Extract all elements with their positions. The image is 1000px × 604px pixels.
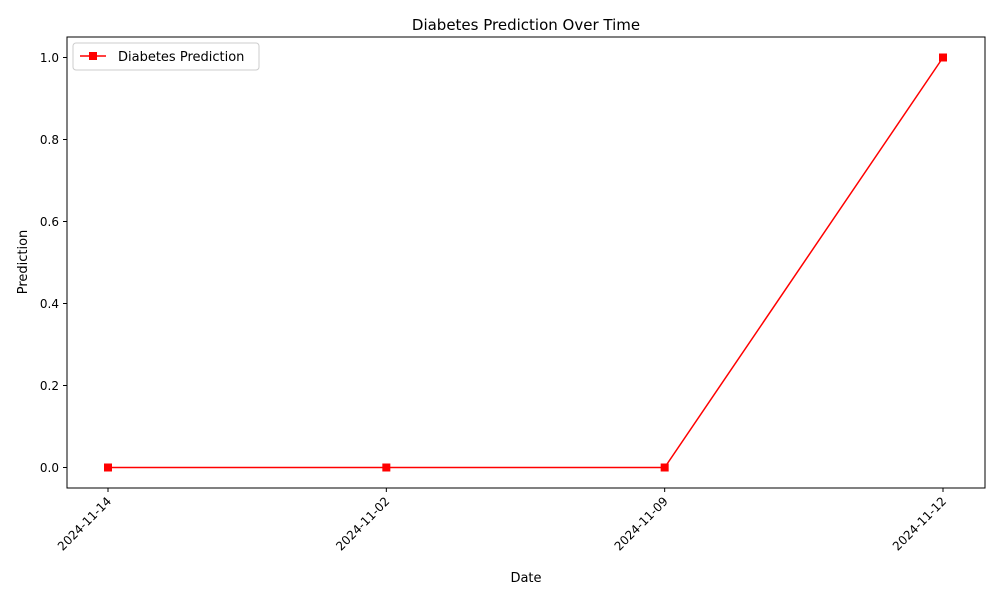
data-point-marker (939, 53, 947, 62)
legend-marker-sample (89, 52, 97, 60)
legend: Diabetes Prediction (72, 42, 260, 71)
y-tick-label: 0.0 (40, 461, 59, 475)
y-axis-label: Prediction (16, 230, 31, 295)
x-axis-label: Date (510, 571, 541, 586)
y-tick-label: 0.4 (40, 297, 59, 311)
data-point-marker (382, 463, 391, 472)
legend-entry-label: Diabetes Prediction (118, 50, 244, 65)
data-point-marker (104, 463, 112, 472)
plot-area (66, 36, 986, 489)
data-point-marker (660, 463, 669, 472)
y-tick-label: 0.8 (40, 133, 59, 147)
y-tick-label: 0.6 (40, 215, 59, 229)
series-layer (104, 53, 947, 472)
chart-title: Diabetes Prediction Over Time (412, 16, 640, 34)
y-tick-label: 0.2 (40, 379, 59, 393)
y-axis: 0.0 0.2 0.4 0.6 0.8 1.0 (40, 51, 67, 475)
legend-frame (72, 42, 260, 71)
y-tick-label: 1.0 (40, 51, 59, 65)
series-line (108, 57, 944, 469)
